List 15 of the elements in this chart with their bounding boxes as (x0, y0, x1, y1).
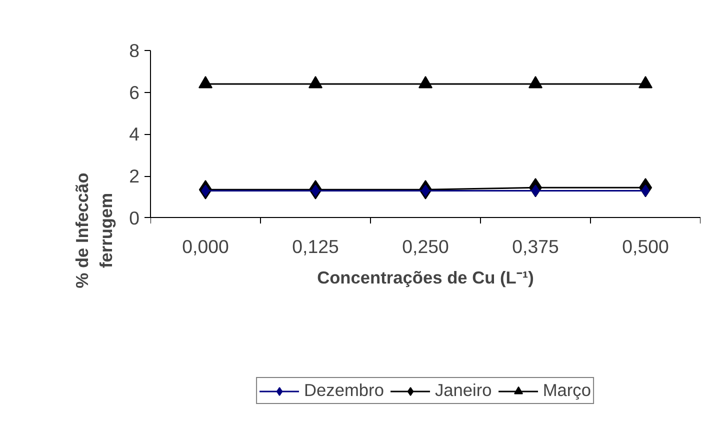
y-tick-label: 0 (129, 207, 140, 228)
x-tick-label: 0,000 (182, 236, 229, 257)
legend-label: Dezembro (304, 380, 384, 401)
y-tick-label: 4 (129, 124, 140, 145)
x-axis-title: Concentrações de Cu (L⁻¹) (317, 268, 534, 288)
y-tick-label: 8 (129, 40, 140, 61)
legend-label: Março (542, 380, 591, 401)
x-tick-label: 0,500 (622, 236, 669, 257)
y-axis-title: % de Infeccão ferrugem (72, 172, 116, 288)
y-tick-label: 6 (129, 82, 140, 103)
legend-label: Janeiro (434, 380, 492, 401)
y-tick-label: 2 (129, 166, 140, 187)
x-tick-label: 0,375 (512, 236, 559, 257)
x-tick-label: 0,250 (402, 236, 449, 257)
x-tick-label: 0,125 (292, 236, 339, 257)
